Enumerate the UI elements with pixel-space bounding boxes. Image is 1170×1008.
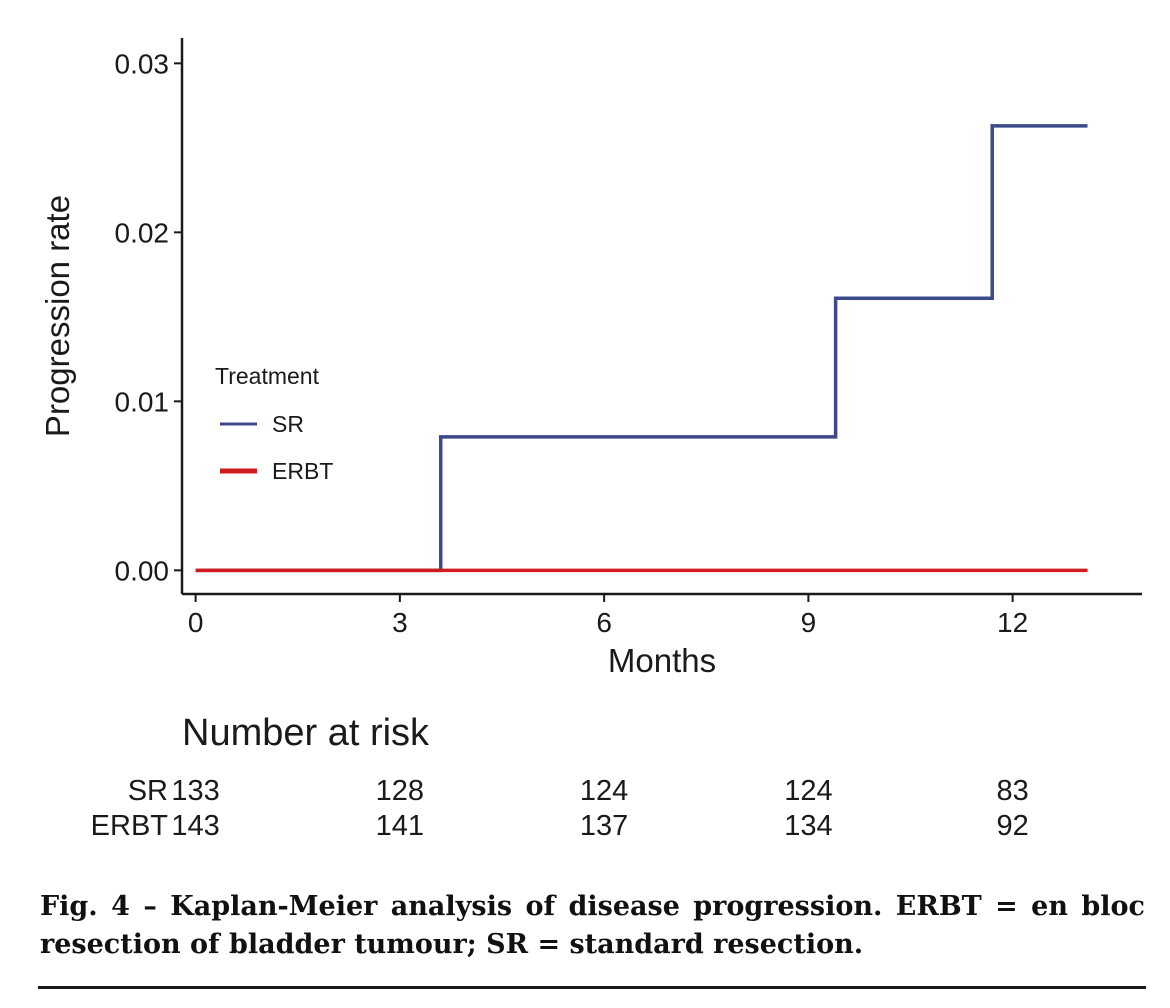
y-tick-label: 0.02 (115, 217, 170, 248)
x-tick-label: 6 (596, 607, 612, 638)
caption-rule (38, 986, 1146, 989)
risk-row-label: SR (128, 775, 168, 807)
legend-title: Treatment (215, 363, 320, 389)
legend-label-erbt: ERBT (272, 458, 333, 484)
risk-table-title: Number at risk (182, 712, 430, 754)
x-tick-label: 3 (392, 607, 408, 638)
legend: Treatment SR ERBT (215, 363, 333, 484)
risk-value: 124 (784, 775, 832, 807)
risk-value: 141 (376, 810, 424, 842)
risk-value: 133 (171, 775, 219, 807)
risk-value: 124 (580, 775, 628, 807)
plot-area: 0.00 0.01 0.02 0.03 0 3 6 9 12 Months Progression … (39, 38, 1142, 679)
x-tick-label: 12 (997, 607, 1028, 638)
x-tick-label: 0 (188, 607, 204, 638)
risk-value: 92 (997, 810, 1029, 842)
x-axis-title: Months (608, 642, 716, 679)
risk-value: 137 (580, 810, 628, 842)
y-tick-label: 0.00 (115, 555, 170, 586)
series-line-sr (195, 124, 1088, 573)
risk-table: Number at risk SR 133 128 124 124 83 ERBT 143 141… (91, 712, 1029, 842)
x-tick-label: 9 (801, 607, 817, 638)
risk-value: 143 (171, 810, 219, 842)
y-axis-title: Progression rate (39, 195, 76, 437)
figure-caption: Fig. 4 – Kaplan-Meier analysis of diseas… (40, 891, 1145, 960)
y-tick-label: 0.03 (115, 48, 170, 79)
legend-label-sr: SR (272, 411, 304, 437)
risk-value: 134 (784, 810, 832, 842)
y-tick-label: 0.01 (115, 386, 170, 417)
risk-value: 83 (997, 775, 1029, 807)
kaplan-meier-chart: 0.00 0.01 0.02 0.03 0 3 6 9 12 Months Progression … (39, 38, 1142, 842)
risk-row-label: ERBT (91, 810, 169, 842)
risk-value: 128 (376, 775, 424, 807)
